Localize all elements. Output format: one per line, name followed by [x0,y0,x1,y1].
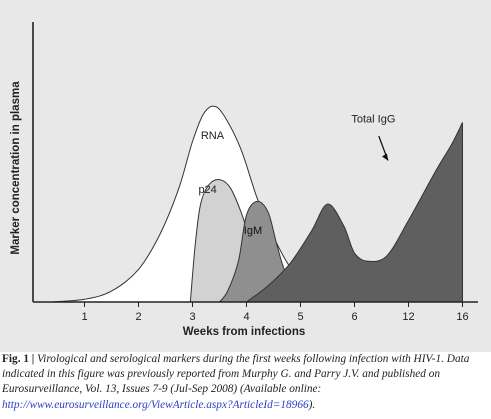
series-labels: RNA p24 IgM Total IgG [198,113,395,237]
plot-panel: 1 2 3 4 5 6 12 16 RNA p24 IgM Total IgG Weeks from… [0,0,491,352]
total-igg-arrowhead [381,153,388,161]
x-tick-label-5: 5 [297,311,303,323]
caption-link[interactable]: http://www.eurosurveillance.org/ViewArti… [2,398,309,411]
x-tick-label-16: 16 [456,311,468,323]
axes [32,22,478,303]
series-label-rna: RNA [201,130,225,142]
x-tick-label-6: 6 [351,311,357,323]
series-label-p24: p24 [198,184,216,196]
x-tick-label-12: 12 [402,311,414,323]
series-area-total-igg [244,122,463,303]
caption-text: Virological and serological markers duri… [2,353,470,396]
x-tick-label-2: 2 [135,311,141,323]
series-label-igm: IgM [244,225,262,237]
figure-number: Fig. 1 | [2,353,35,365]
x-tick-labels: 1 2 3 4 5 6 12 16 [81,311,468,323]
series-areas [52,105,463,303]
x-tick-label-1: 1 [81,311,87,323]
x-tick-label-3: 3 [189,311,195,323]
y-axis-label: Marker concentration in plasma [10,81,22,255]
x-axis-label: Weeks from infections [183,326,306,338]
series-label-total-igg: Total IgG [351,113,395,125]
figure-caption: Fig. 1 | Virological and serological mar… [2,352,490,413]
caption-tail: ). [308,398,316,411]
x-tick-label-4: 4 [243,311,249,323]
x-tick-marks [84,302,463,307]
